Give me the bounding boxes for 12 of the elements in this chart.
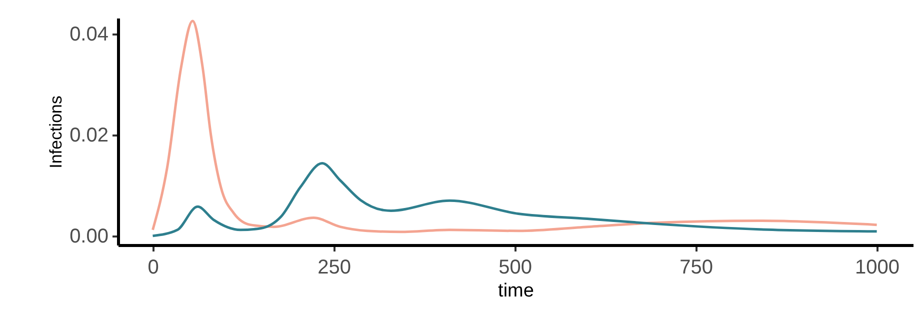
line-series (152, 20, 878, 234)
y-tick-label: 0.04 (70, 24, 108, 46)
x-tick-label: 250 (318, 256, 351, 278)
y-tick-label: 0.00 (70, 225, 108, 248)
x-tick-label: 0 (148, 256, 159, 278)
x-tick-label: 750 (680, 256, 713, 278)
y-tick-label: 0.02 (70, 124, 108, 147)
line-series (152, 162, 878, 238)
x-tick-label: 500 (498, 256, 532, 278)
x-tick-label: 1000 (855, 256, 900, 278)
x-axis-title: time (498, 280, 534, 302)
y-axis-title: Infections (46, 96, 66, 168)
